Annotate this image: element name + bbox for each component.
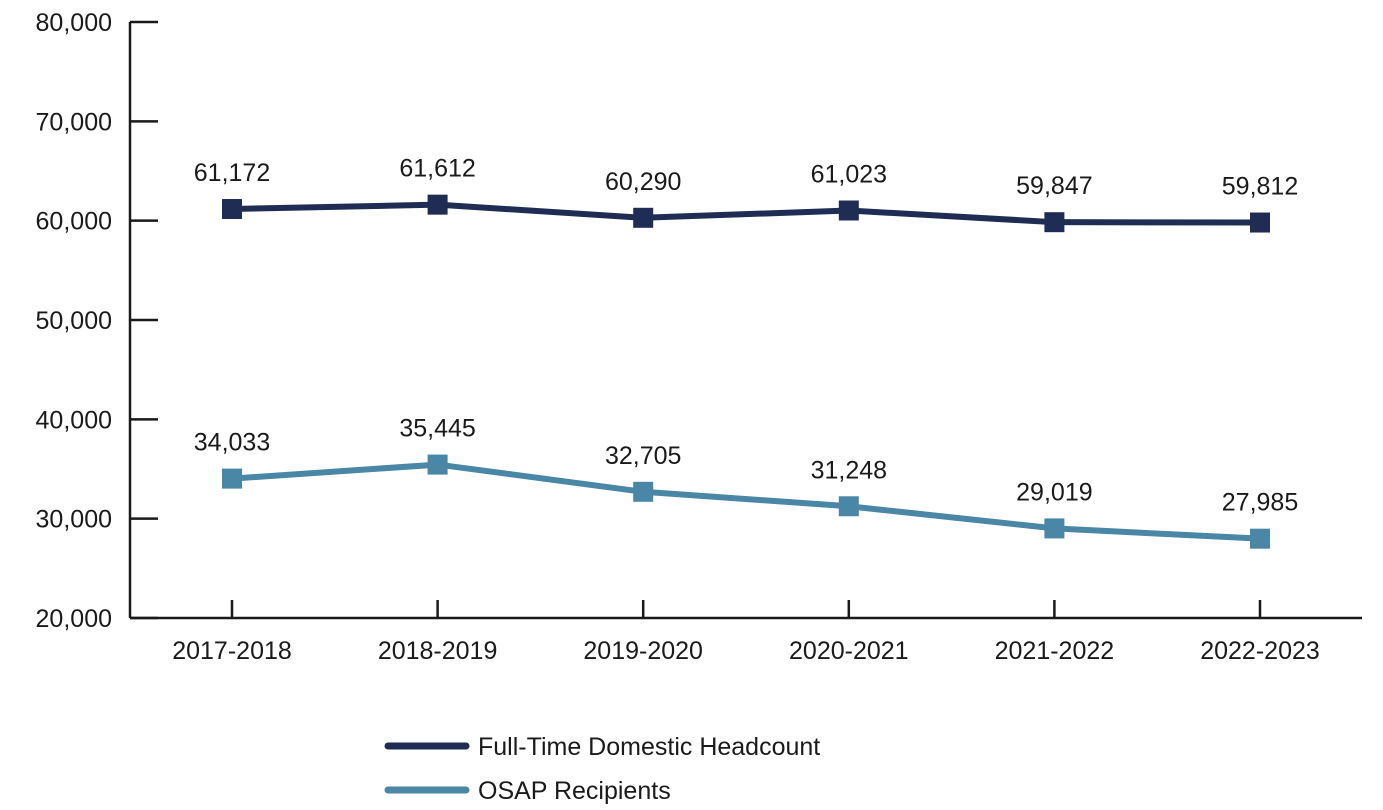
data-label: 31,248 [811,456,887,484]
data-label: 60,290 [605,168,681,196]
series-line [232,465,1260,539]
y-tick-label: 40,000 [36,406,112,434]
y-tick-label: 60,000 [36,208,112,236]
x-tick-label: 2018-2019 [378,637,498,665]
data-point-marker [1250,213,1270,233]
series-group [222,195,1270,549]
data-label: 61,612 [399,155,475,183]
axes: 20,000 30,000 40,000 50,000 60,000 70,000 80,0… [36,9,1362,665]
data-point-marker [428,195,448,215]
data-point-marker [222,199,242,219]
y-tick-label: 50,000 [36,307,112,335]
data-point-marker [1044,518,1064,538]
data-label: 34,033 [194,429,270,457]
y-tick-label: 20,000 [36,605,112,633]
data-label: 59,812 [1222,173,1298,201]
data-label: 27,985 [1222,489,1298,517]
series-line [232,205,1260,223]
data-point-marker [428,455,448,475]
data-point-marker [1044,212,1064,232]
legend-label: Full-Time Domestic Headcount [478,733,820,761]
data-point-marker [839,496,859,516]
x-tick-label: 2022-2023 [1200,637,1320,665]
x-tick-label: 2019-2020 [583,637,703,665]
data-point-marker [1250,529,1270,549]
y-tick-label: 70,000 [36,108,112,136]
x-tick-label: 2017-2018 [172,637,292,665]
legend: Full-Time Domestic Headcount OSAP Recipie… [388,733,820,805]
x-tick-label: 2021-2022 [995,637,1115,665]
data-label: 29,019 [1016,478,1092,506]
data-label: 32,705 [605,442,681,470]
legend-label: OSAP Recipients [478,777,671,805]
data-point-marker [222,469,242,489]
data-label: 35,445 [399,415,475,443]
y-tick-label: 80,000 [36,9,112,37]
data-point-marker [633,208,653,228]
data-label: 61,172 [194,159,270,187]
data-label: 61,023 [811,161,887,189]
x-tick-label: 2020-2021 [789,637,909,665]
y-tick-label: 30,000 [36,506,112,534]
data-label: 59,847 [1016,172,1092,200]
data-point-marker [839,201,859,221]
data-point-marker [633,482,653,502]
